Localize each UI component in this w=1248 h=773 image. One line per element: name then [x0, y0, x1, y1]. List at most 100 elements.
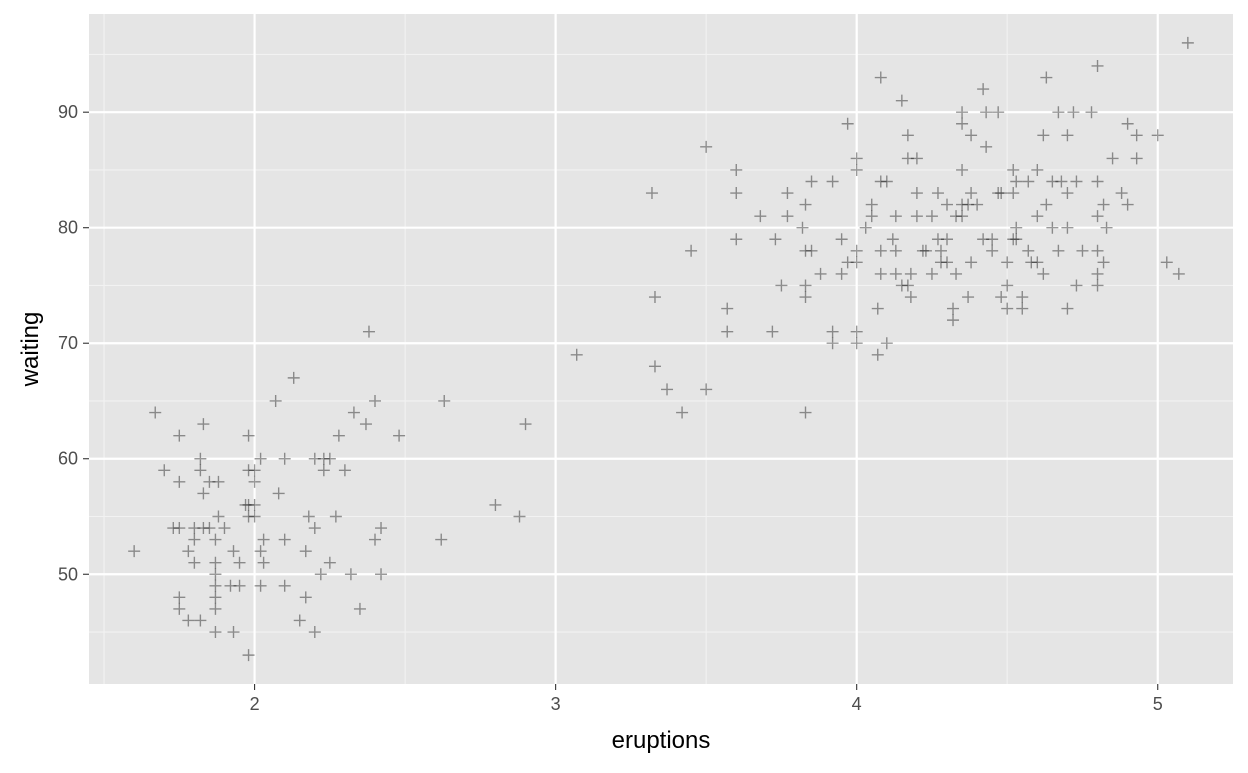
data-point [173, 591, 186, 604]
data-point [272, 487, 285, 500]
data-point [323, 452, 336, 465]
data-point [317, 452, 330, 465]
data-point [1007, 163, 1020, 176]
data-point [956, 210, 969, 223]
data-point [332, 429, 345, 442]
data-point [1037, 129, 1050, 142]
data-point [850, 163, 863, 176]
data-point [1097, 256, 1110, 269]
data-point [248, 464, 261, 477]
data-point [775, 279, 788, 292]
data-point [1001, 302, 1014, 315]
data-point [242, 429, 255, 442]
data-point [359, 418, 372, 431]
data-point [781, 210, 794, 223]
data-point [1091, 267, 1104, 280]
data-point [182, 545, 195, 558]
data-point [1046, 221, 1059, 234]
data-point [676, 406, 689, 419]
data-point [1181, 36, 1194, 49]
data-point [242, 649, 255, 662]
data-point [344, 568, 357, 581]
data-point [1031, 163, 1044, 176]
data-point [850, 244, 863, 257]
data-point [721, 325, 734, 338]
data-point [287, 371, 300, 384]
data-point [278, 452, 291, 465]
data-point [977, 83, 990, 96]
data-point [209, 626, 222, 639]
data-point [1121, 117, 1134, 130]
data-point [212, 510, 225, 523]
data-point [209, 568, 222, 581]
data-point [329, 510, 342, 523]
data-point [796, 221, 809, 234]
data-point [941, 256, 953, 269]
data-point [941, 233, 953, 246]
data-point [874, 175, 887, 188]
data-point [1061, 221, 1074, 234]
data-point [730, 163, 743, 176]
data-point [1010, 233, 1023, 246]
data-point [995, 291, 1008, 304]
data-point [1061, 187, 1074, 200]
data-point [1091, 279, 1104, 292]
data-point [934, 244, 947, 257]
data-point [188, 533, 201, 546]
data-point [931, 233, 944, 246]
data-point [167, 522, 180, 535]
data-point [347, 406, 360, 419]
data-point [1046, 175, 1059, 188]
data-point [850, 337, 863, 350]
data-point [895, 94, 908, 107]
data-point [986, 244, 999, 257]
x-tick-label: 2 [250, 694, 260, 714]
data-point [934, 256, 947, 269]
y-tick-label: 70 [58, 333, 78, 353]
data-point [874, 71, 887, 84]
data-point [956, 163, 969, 176]
data-point [874, 244, 887, 257]
data-point [925, 210, 938, 223]
data-point [781, 187, 794, 200]
data-point [1031, 210, 1044, 223]
data-point [1040, 71, 1053, 84]
data-point [977, 233, 990, 246]
y-tick-label: 80 [58, 218, 78, 238]
data-point [203, 475, 216, 488]
data-point [299, 545, 312, 558]
data-point [435, 533, 448, 546]
data-point [947, 302, 960, 315]
data-point [841, 117, 854, 130]
data-point [369, 394, 381, 407]
data-point [1016, 302, 1029, 315]
data-point [826, 325, 839, 338]
data-point [257, 556, 270, 569]
data-point [1130, 152, 1143, 165]
data-point [227, 545, 240, 558]
data-point [1001, 256, 1014, 269]
data-point [980, 106, 993, 119]
data-point [826, 175, 839, 188]
data-point [278, 579, 291, 592]
data-point [995, 187, 1008, 200]
data-point [299, 591, 312, 604]
data-point [1091, 210, 1104, 223]
data-point [128, 545, 141, 558]
data-point [1085, 106, 1098, 119]
data-point [980, 140, 993, 153]
data-point [886, 233, 899, 246]
data-point [209, 591, 222, 604]
data-point [393, 429, 406, 442]
y-tick-label: 60 [58, 449, 78, 469]
data-point [1067, 106, 1080, 119]
data-point [1070, 175, 1083, 188]
data-point [242, 498, 255, 511]
data-point [254, 452, 267, 465]
data-point [375, 522, 388, 535]
data-point [904, 291, 917, 304]
data-point [173, 429, 186, 442]
data-point [865, 210, 878, 223]
